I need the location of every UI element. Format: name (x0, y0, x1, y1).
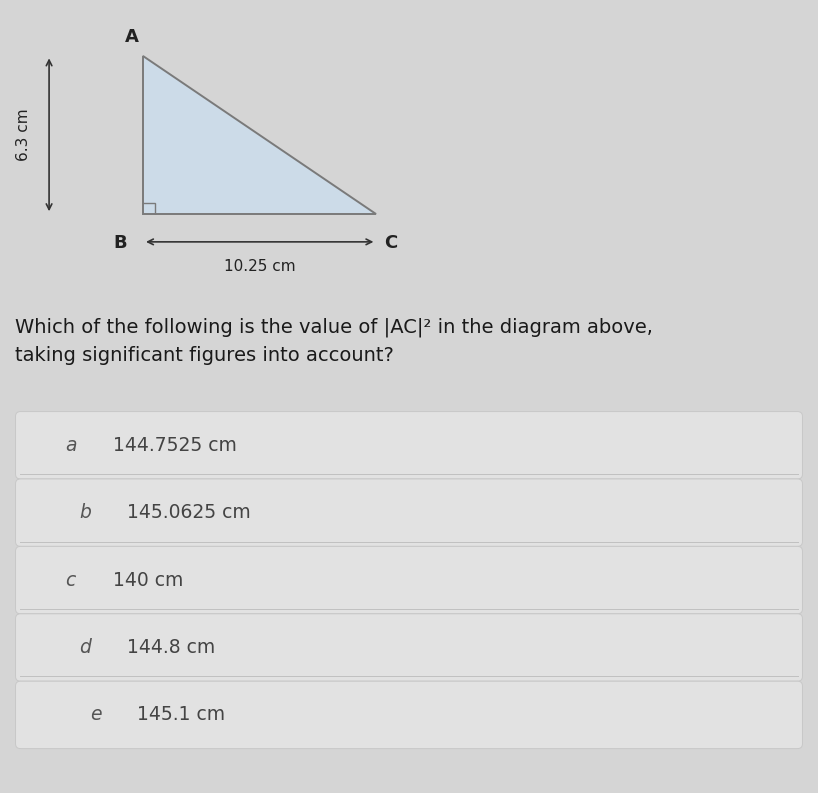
Text: 145.1 cm: 145.1 cm (137, 706, 226, 724)
Text: e: e (90, 706, 101, 724)
FancyBboxPatch shape (16, 546, 802, 614)
Text: 144.7525 cm: 144.7525 cm (113, 436, 236, 454)
FancyBboxPatch shape (16, 479, 802, 546)
Text: C: C (384, 234, 398, 252)
FancyBboxPatch shape (16, 412, 802, 479)
Text: 145.0625 cm: 145.0625 cm (127, 504, 250, 522)
Text: 140 cm: 140 cm (113, 571, 183, 589)
Text: B: B (113, 234, 127, 252)
Text: d: d (79, 638, 92, 657)
FancyBboxPatch shape (16, 614, 802, 681)
Text: 10.25 cm: 10.25 cm (224, 259, 295, 274)
Text: 6.3 cm: 6.3 cm (16, 109, 31, 161)
Text: Which of the following is the value of |AC|² in the diagram above,
taking signif: Which of the following is the value of |… (15, 317, 653, 366)
Text: A: A (125, 28, 139, 46)
Text: c: c (65, 571, 76, 589)
FancyBboxPatch shape (16, 681, 802, 749)
Text: a: a (65, 436, 77, 454)
Text: b: b (79, 504, 92, 522)
Text: 144.8 cm: 144.8 cm (127, 638, 215, 657)
Polygon shape (143, 56, 376, 214)
